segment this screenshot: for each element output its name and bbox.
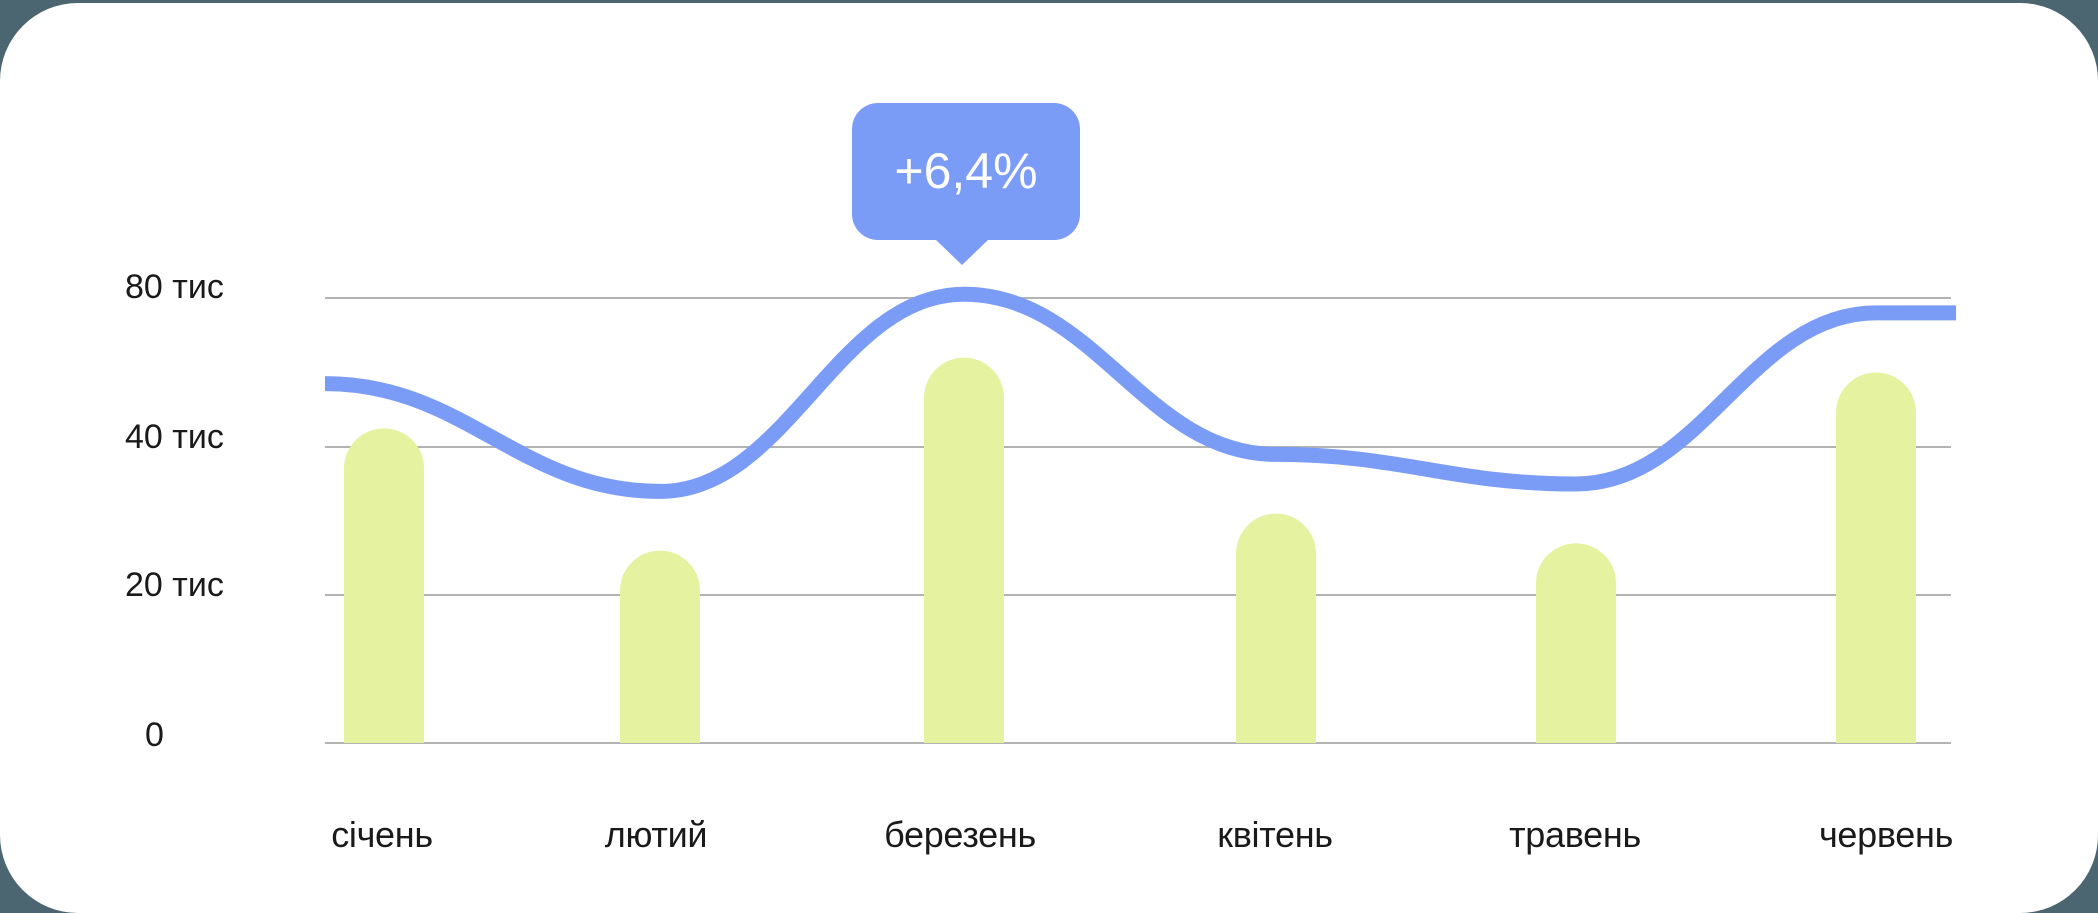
x-tick-label: лютий: [604, 814, 708, 855]
bar-лютий[interactable]: [620, 550, 700, 743]
y-tick-label: 0: [145, 716, 164, 754]
x-tick-label: квітень: [1217, 814, 1333, 855]
y-tick-label: 20 тис: [125, 566, 224, 604]
change-tooltip: +6,4%: [852, 103, 1080, 240]
chart-card: 80 тис 40 тис 20 тис 0 січень лютий березень к…: [0, 3, 2098, 913]
bar-травень[interactable]: [1536, 543, 1616, 743]
trend-line[interactable]: [324, 286, 1956, 499]
x-tick-label: червень: [1818, 814, 1954, 855]
x-tick-label: березень: [884, 814, 1036, 855]
y-tick-label: 80 тис: [125, 268, 224, 306]
bar-січень[interactable]: [344, 428, 424, 743]
tooltip-pointer: [935, 239, 989, 265]
y-tick-label: 40 тис: [125, 418, 224, 456]
bar-квітень[interactable]: [1236, 513, 1316, 743]
chart-plot-area: [324, 286, 1956, 744]
bar-червень[interactable]: [1836, 372, 1916, 744]
bar-березень[interactable]: [924, 357, 1004, 743]
x-tick-label: травень: [1509, 814, 1641, 855]
tooltip-label: +6,4%: [894, 143, 1038, 199]
x-tick-label: січень: [331, 814, 433, 855]
